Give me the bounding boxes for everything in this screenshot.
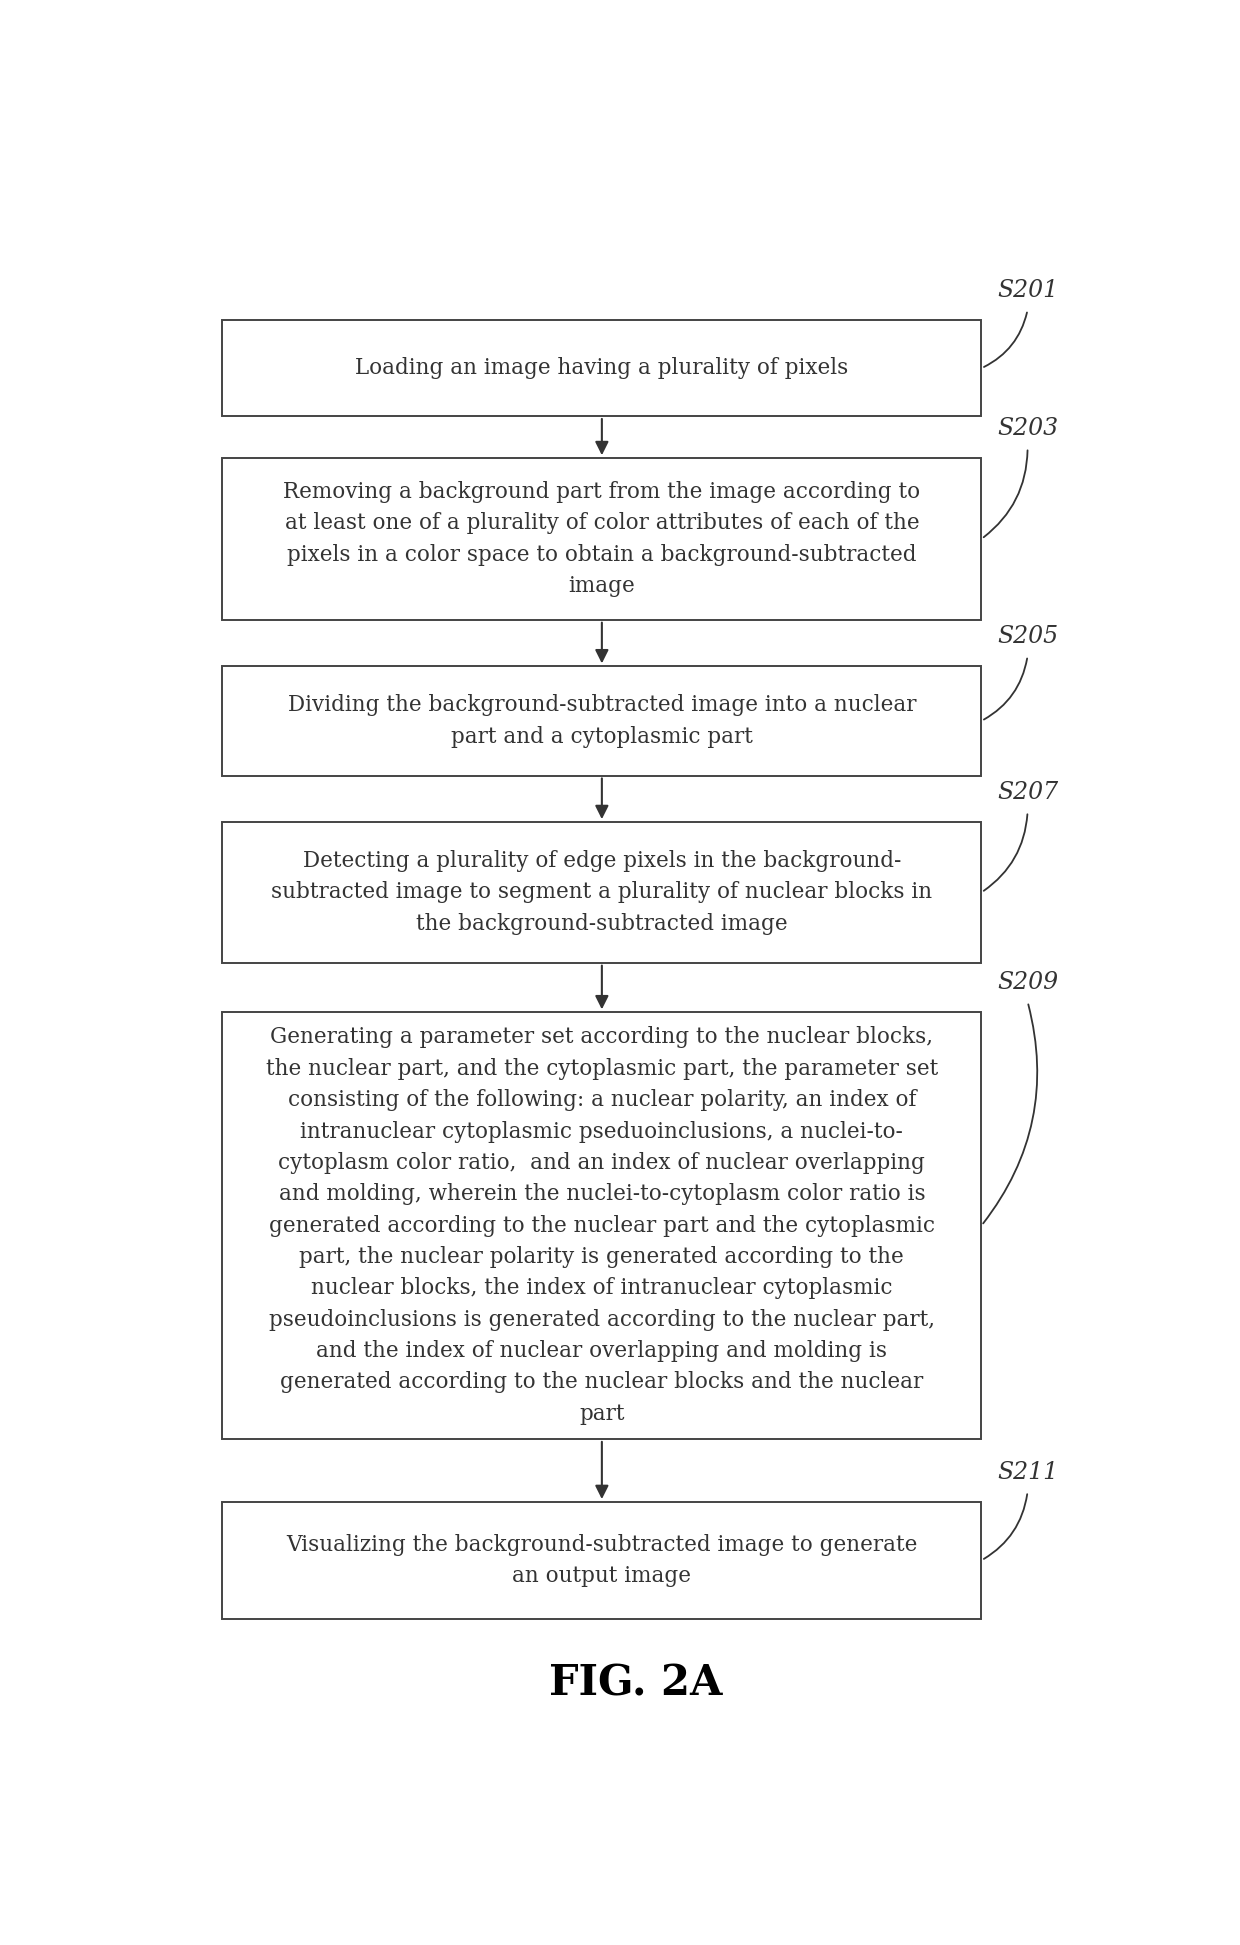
Text: Visualizing the background-subtracted image to generate
an output image: Visualizing the background-subtracted im… [286,1535,918,1587]
Text: Removing a background part from the image according to
at least one of a plurali: Removing a background part from the imag… [283,480,920,597]
FancyBboxPatch shape [222,459,982,620]
Text: Detecting a plurality of edge pixels in the background-
subtracted image to segm: Detecting a plurality of edge pixels in … [272,850,932,936]
Text: S211: S211 [997,1461,1058,1484]
FancyBboxPatch shape [222,667,982,776]
Text: Loading an image having a plurality of pixels: Loading an image having a plurality of p… [355,358,848,379]
Text: S209: S209 [997,971,1058,994]
Text: FIG. 2A: FIG. 2A [549,1663,722,1704]
FancyBboxPatch shape [222,823,982,963]
Text: S201: S201 [997,280,1058,301]
Text: Dividing the background-subtracted image into a nuclear
part and a cytoplasmic p: Dividing the background-subtracted image… [288,694,916,747]
Text: S207: S207 [997,782,1058,803]
Text: S203: S203 [997,416,1058,440]
FancyBboxPatch shape [222,1502,982,1618]
Text: Generating a parameter set according to the nuclear blocks,
the nuclear part, an: Generating a parameter set according to … [265,1027,937,1424]
FancyBboxPatch shape [222,321,982,416]
Text: S205: S205 [997,624,1058,648]
FancyBboxPatch shape [222,1011,982,1439]
